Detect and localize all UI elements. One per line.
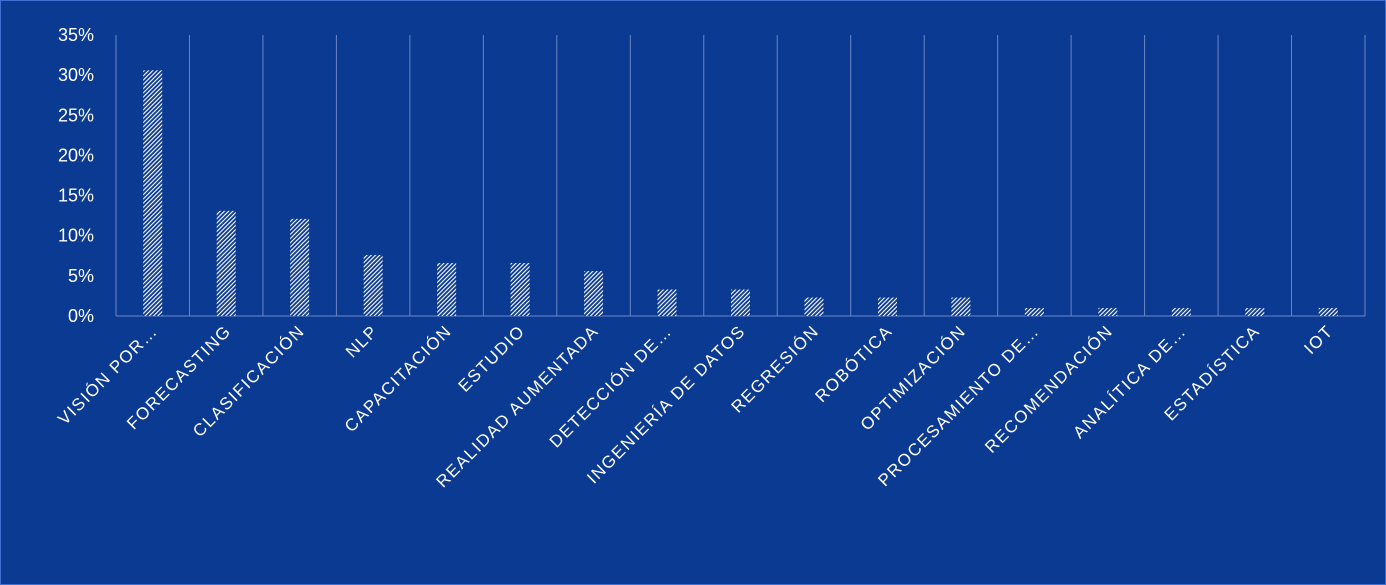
x-category-label: RECOMENDACIÓN <box>981 321 1116 456</box>
x-category-label: INGENIERÍA DE DATOS <box>583 321 749 487</box>
x-category-label: ESTUDIO <box>455 321 529 395</box>
y-axis-tick-labels: 0% 5% 10% 15% 20% 25% 30% 35% <box>58 25 94 326</box>
y-tick-label: 20% <box>58 145 94 165</box>
bar <box>510 263 530 316</box>
y-tick-label: 5% <box>68 266 94 286</box>
bar <box>1098 307 1118 316</box>
bar <box>437 263 457 316</box>
bar <box>877 297 897 316</box>
bar <box>804 297 824 316</box>
bar <box>951 297 971 316</box>
bar <box>584 271 604 316</box>
bar <box>731 289 750 316</box>
bar <box>143 70 163 316</box>
y-tick-label: 25% <box>58 105 94 125</box>
bar <box>1024 307 1044 316</box>
bar <box>657 289 677 316</box>
y-tick-label: 30% <box>58 65 94 85</box>
x-category-label: DETECCIÓN DE… <box>546 321 676 451</box>
y-tick-label: 0% <box>68 306 94 326</box>
x-category-label: NLP <box>342 321 382 361</box>
bar <box>1318 307 1338 316</box>
y-tick-label: 35% <box>58 25 94 45</box>
bars <box>143 70 1338 316</box>
bar <box>1245 307 1265 316</box>
y-tick-label: 10% <box>58 226 94 246</box>
bar <box>216 210 236 316</box>
x-category-label: IOT <box>1300 321 1337 358</box>
bar <box>290 218 310 316</box>
gridlines <box>115 35 1366 316</box>
bar <box>1171 307 1191 316</box>
y-tick-label: 15% <box>58 186 94 206</box>
bar <box>363 254 383 316</box>
